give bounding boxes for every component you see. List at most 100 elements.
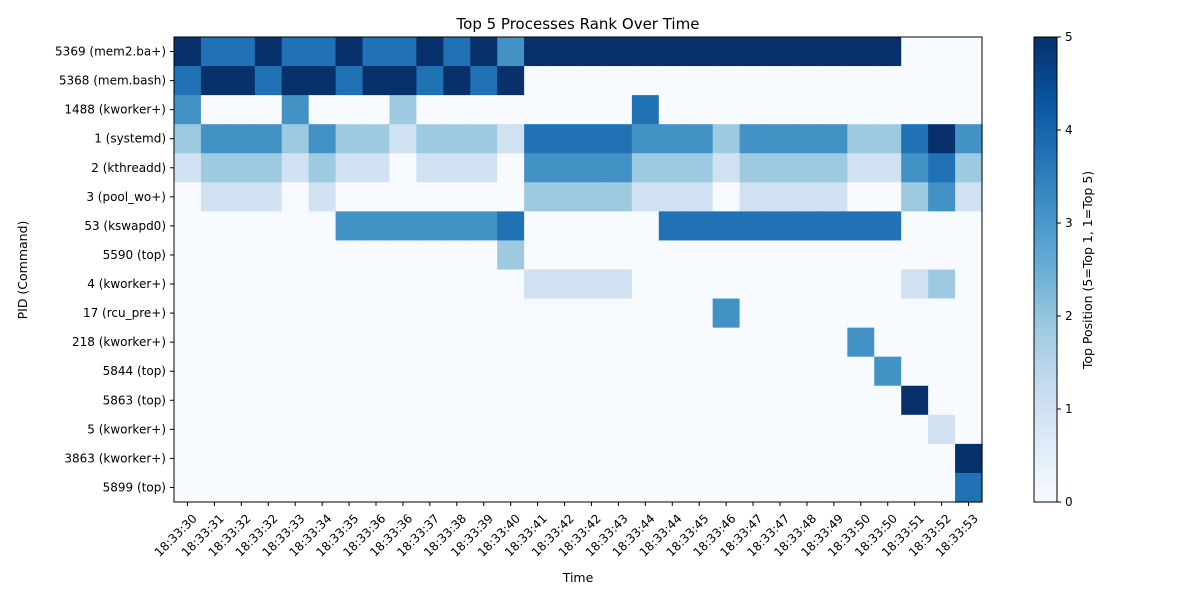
heatmap-cell <box>955 269 983 300</box>
y-tick-label: 53 (kswapd0) <box>84 219 166 233</box>
heatmap-cell <box>739 414 768 445</box>
heatmap-cell <box>281 269 310 300</box>
heatmap-cell <box>928 66 956 96</box>
heatmap-cell <box>389 414 417 445</box>
heatmap-cell <box>497 356 525 387</box>
heatmap-cell <box>955 37 983 67</box>
heatmap-cell <box>847 95 875 125</box>
heatmap-cell <box>766 385 795 416</box>
heatmap-cell <box>685 443 714 474</box>
heatmap-cell <box>928 472 956 503</box>
heatmap-cell <box>497 472 525 503</box>
heatmap-cell <box>443 298 471 329</box>
heatmap-cell <box>578 385 606 416</box>
heatmap-cell <box>793 153 821 183</box>
heatmap-cell <box>928 356 956 387</box>
heatmap-cell <box>254 385 283 416</box>
heatmap-cell <box>739 298 768 329</box>
heatmap-cell <box>658 269 687 300</box>
heatmap-cell <box>200 240 229 271</box>
heatmap-cell <box>389 298 417 329</box>
heatmap-cell <box>335 443 364 474</box>
heatmap-cell <box>362 153 391 183</box>
heatmap-cell <box>389 95 417 125</box>
heatmap-cell <box>578 327 606 358</box>
heatmap-cell <box>470 298 498 329</box>
heatmap-cell <box>928 414 956 445</box>
heatmap-cell <box>470 153 498 183</box>
heatmap-cell <box>685 472 714 503</box>
heatmap-cell <box>551 472 579 503</box>
heatmap-cell <box>227 298 256 329</box>
heatmap-cell <box>254 66 283 96</box>
heatmap-cell <box>227 472 256 503</box>
heatmap-cell <box>443 414 471 445</box>
heatmap-cell <box>470 414 498 445</box>
heatmap-cell <box>497 269 525 300</box>
heatmap-cell <box>847 240 875 271</box>
heatmap-cell <box>739 95 768 125</box>
heatmap-cell <box>227 95 256 125</box>
heatmap-cell <box>658 95 687 125</box>
heatmap-cell <box>174 211 202 242</box>
heatmap-cell <box>847 66 875 96</box>
heatmap-cell <box>631 472 660 503</box>
heatmap-cell <box>335 240 364 271</box>
heatmap-cell <box>551 124 579 154</box>
heatmap-cell <box>712 240 741 271</box>
heatmap-cell <box>497 211 525 242</box>
heatmap-cell <box>551 66 579 96</box>
heatmap-cell <box>335 414 364 445</box>
heatmap-cell <box>524 153 552 183</box>
heatmap-cell <box>254 153 283 183</box>
heatmap-cell <box>281 182 310 212</box>
heatmap-cell <box>335 385 364 416</box>
heatmap-cell <box>739 443 768 474</box>
heatmap-cell <box>847 211 875 242</box>
heatmap-cell <box>254 443 283 474</box>
heatmap-cell <box>335 269 364 300</box>
heatmap-cell <box>281 37 310 67</box>
heatmap-cell <box>955 472 983 503</box>
heatmap-cell <box>174 153 202 183</box>
heatmap-cell <box>820 385 848 416</box>
heatmap-cell <box>497 37 525 67</box>
heatmap-cell <box>658 385 687 416</box>
heatmap-cell <box>389 37 417 67</box>
heatmap-cell <box>551 153 579 183</box>
heatmap-cell <box>254 298 283 329</box>
y-tick-label: 5899 (top) <box>103 480 166 494</box>
heatmap-cell <box>470 211 498 242</box>
heatmap-cell <box>362 66 391 96</box>
heatmap-cell <box>631 240 660 271</box>
heatmap-cell <box>874 153 902 183</box>
heatmap-cell <box>524 211 552 242</box>
heatmap-cell <box>335 153 364 183</box>
heatmap-cell <box>362 443 391 474</box>
heatmap-cell <box>712 327 741 358</box>
heatmap-cell <box>658 472 687 503</box>
colorbar <box>1033 36 1058 503</box>
heatmap-cell <box>739 240 768 271</box>
heatmap-cell <box>685 298 714 329</box>
heatmap-cell <box>820 327 848 358</box>
heatmap-cell <box>631 37 660 67</box>
heatmap-cell <box>281 124 310 154</box>
heatmap-cell <box>928 240 956 271</box>
heatmap-cell <box>847 182 875 212</box>
heatmap-cells <box>174 37 983 503</box>
heatmap-cell <box>443 240 471 271</box>
heatmap-cell <box>820 240 848 271</box>
heatmap-cell <box>847 153 875 183</box>
heatmap-cell <box>928 327 956 358</box>
heatmap-cell <box>604 269 633 300</box>
heatmap-cell <box>308 414 337 445</box>
heatmap-cell <box>631 211 660 242</box>
heatmap-cell <box>227 124 256 154</box>
heatmap-cell <box>901 356 929 387</box>
heatmap-cell <box>901 298 929 329</box>
heatmap-cell <box>335 298 364 329</box>
heatmap-cell <box>551 385 579 416</box>
heatmap-cell <box>874 240 902 271</box>
